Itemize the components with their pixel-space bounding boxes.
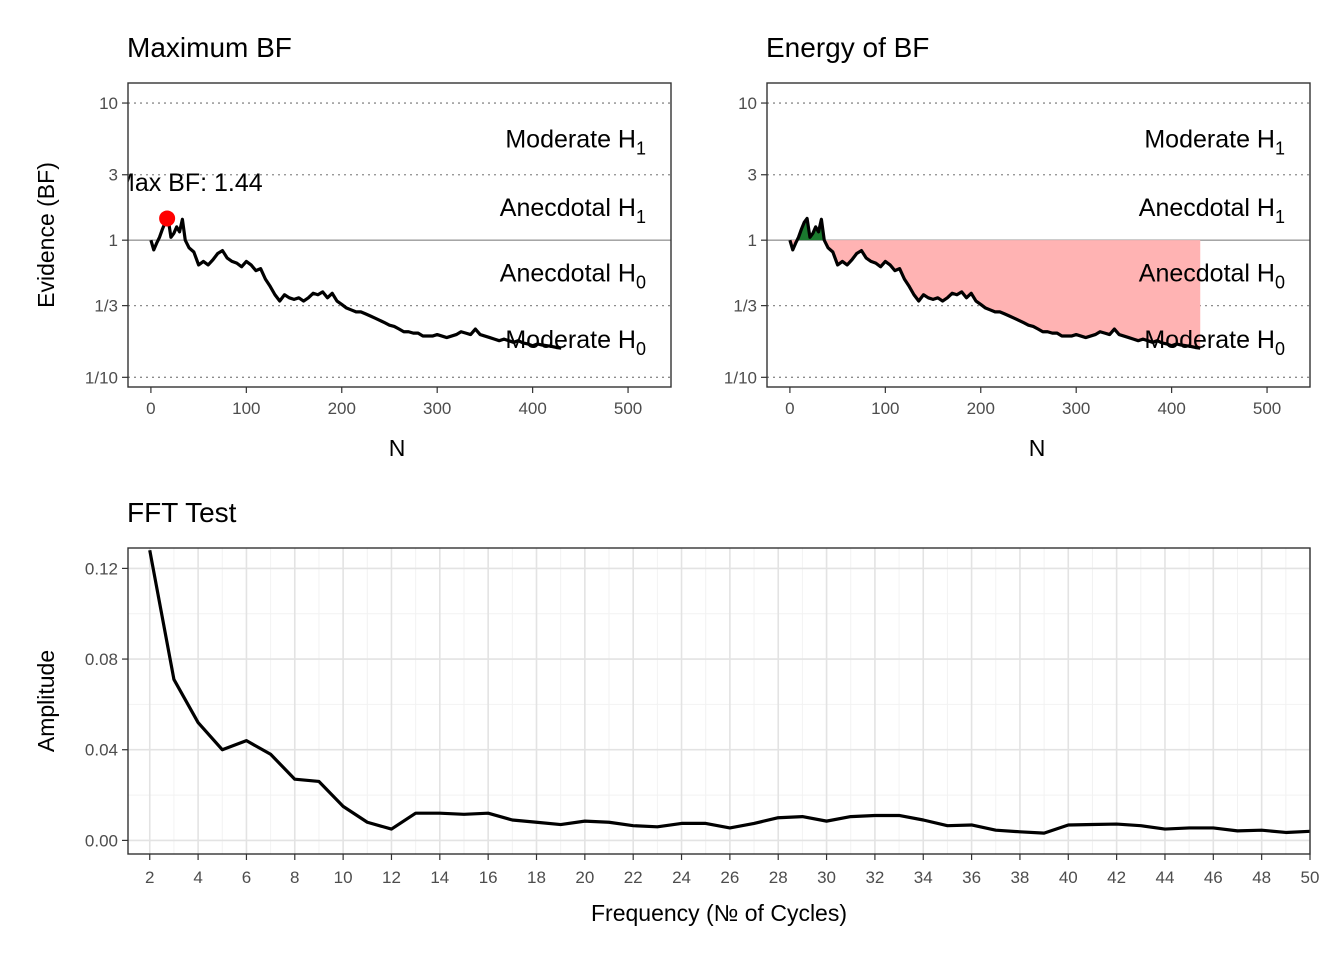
energy-x-tick-label: 300 [1062,399,1090,418]
fft-x-tick-label: 40 [1059,868,1078,887]
fft-x-tick-label: 14 [430,868,449,887]
fft-amplitude-line [148,549,1311,835]
energy-region-label: Moderate H0 [1144,326,1285,359]
fft-x-tick-label: 32 [865,868,884,887]
bf-x-tick-label: 200 [328,399,356,418]
energy-x-tick-label: 0 [785,399,794,418]
energy-bf-title: Energy of BF [766,32,929,63]
evidence-y-axis-title: Evidence (BF) [33,162,59,308]
energy-series-line [788,216,1201,350]
energy-bf-x-axis-title: N [1029,435,1046,461]
fft-x-tick-label: 18 [527,868,546,887]
bf-x-tick-label: 100 [232,399,260,418]
fft-x-tick-label: 48 [1252,868,1271,887]
bf-y-tick-label: 3 [109,166,118,185]
fft-y-tick-label: 0.00 [85,831,118,850]
bf-y-tick-label: 1/10 [85,368,118,387]
energy-x-tick-label: 100 [871,399,899,418]
fft-x-tick-label: 26 [720,868,739,887]
fft-x-tick-label: 16 [479,868,498,887]
bf-region-label: Anecdotal H0 [500,260,646,293]
bf-region-label: Moderate H0 [505,326,646,359]
energy-y-tick-label: 10 [738,94,757,113]
bf-region-label: Moderate H1 [505,126,646,159]
fft-test-title: FFT Test [127,497,237,528]
max-bf-annotation: Max BF: 1.44 [114,169,263,197]
fft-x-tick-label: 10 [334,868,353,887]
fft-x-tick-label: 44 [1156,868,1175,887]
max-bf-point [159,210,176,227]
energy-bf-panel-border [766,82,1311,388]
bf-x-tick-label: 500 [614,399,642,418]
energy-x-tick-label: 500 [1253,399,1281,418]
energy-bf-panel: Energy of BF N 10 3 1 1/3 1/10 0 100 200 300 400 5… [724,32,1311,461]
energy-region-label: Moderate H1 [1144,126,1285,159]
fft-x-tick-label: 24 [672,868,691,887]
maximum-bf-title: Maximum BF [127,32,292,63]
fft-x-tick-label: 6 [242,868,251,887]
bf-y-tick-label: 1/3 [94,297,118,316]
energy-y-tick-label: 1/10 [724,368,757,387]
fft-x-tick-label: 34 [914,868,933,887]
bf-region-label: Anecdotal H1 [500,194,646,227]
fft-x-tick-label: 2 [145,868,154,887]
fft-x-tick-label: 28 [769,868,788,887]
fft-x-tick-label: 12 [382,868,401,887]
bf-x-tick-label: 0 [146,399,155,418]
energy-y-tick-label: 1 [748,231,757,250]
fft-x-tick-label: 36 [962,868,981,887]
fft-x-tick-label: 38 [1010,868,1029,887]
bf-y-tick-label: 1 [109,231,118,250]
fft-x-tick-label: 42 [1107,868,1126,887]
energy-y-tick-label: 1/3 [733,297,757,316]
energy-x-tick-label: 400 [1157,399,1185,418]
amplitude-y-axis-title: Amplitude [33,650,59,752]
energy-region-label: Anecdotal H0 [1139,260,1285,293]
maximum-bf-x-axis-title: N [389,435,406,461]
fft-y-tick-label: 0.12 [85,559,118,578]
maximum-bf-panel-border [127,82,672,388]
fft-x-tick-label: 20 [575,868,594,887]
fft-x-tick-label: 8 [290,868,299,887]
fft-x-tick-label: 22 [624,868,643,887]
fft-panel-border [127,547,1311,855]
fft-y-tick-label: 0.08 [85,650,118,669]
fft-test-panel: FFT Test Frequency (№ of Cycles) Amplitu… [33,497,1319,926]
energy-region-label: Anecdotal H1 [1139,194,1285,227]
fft-x-axis-title: Frequency (№ of Cycles) [591,900,847,926]
fft-x-tick-label: 46 [1204,868,1223,887]
bf-x-tick-label: 300 [423,399,451,418]
fft-y-tick-label: 0.04 [85,741,118,760]
maximum-bf-panel: Maximum BF N Evidence (BF) 10 3 1 1/3 1/10 0 1… [33,32,672,461]
fft-x-tick-label: 50 [1301,868,1320,887]
energy-below-one-area [789,240,1201,349]
bf-y-tick-label: 10 [99,94,118,113]
energy-x-tick-label: 200 [967,399,995,418]
bf-series-line [149,216,562,350]
energy-y-tick-label: 3 [748,166,757,185]
fft-x-tick-label: 4 [193,868,202,887]
fft-x-tick-label: 30 [817,868,836,887]
bf-x-tick-label: 400 [518,399,546,418]
